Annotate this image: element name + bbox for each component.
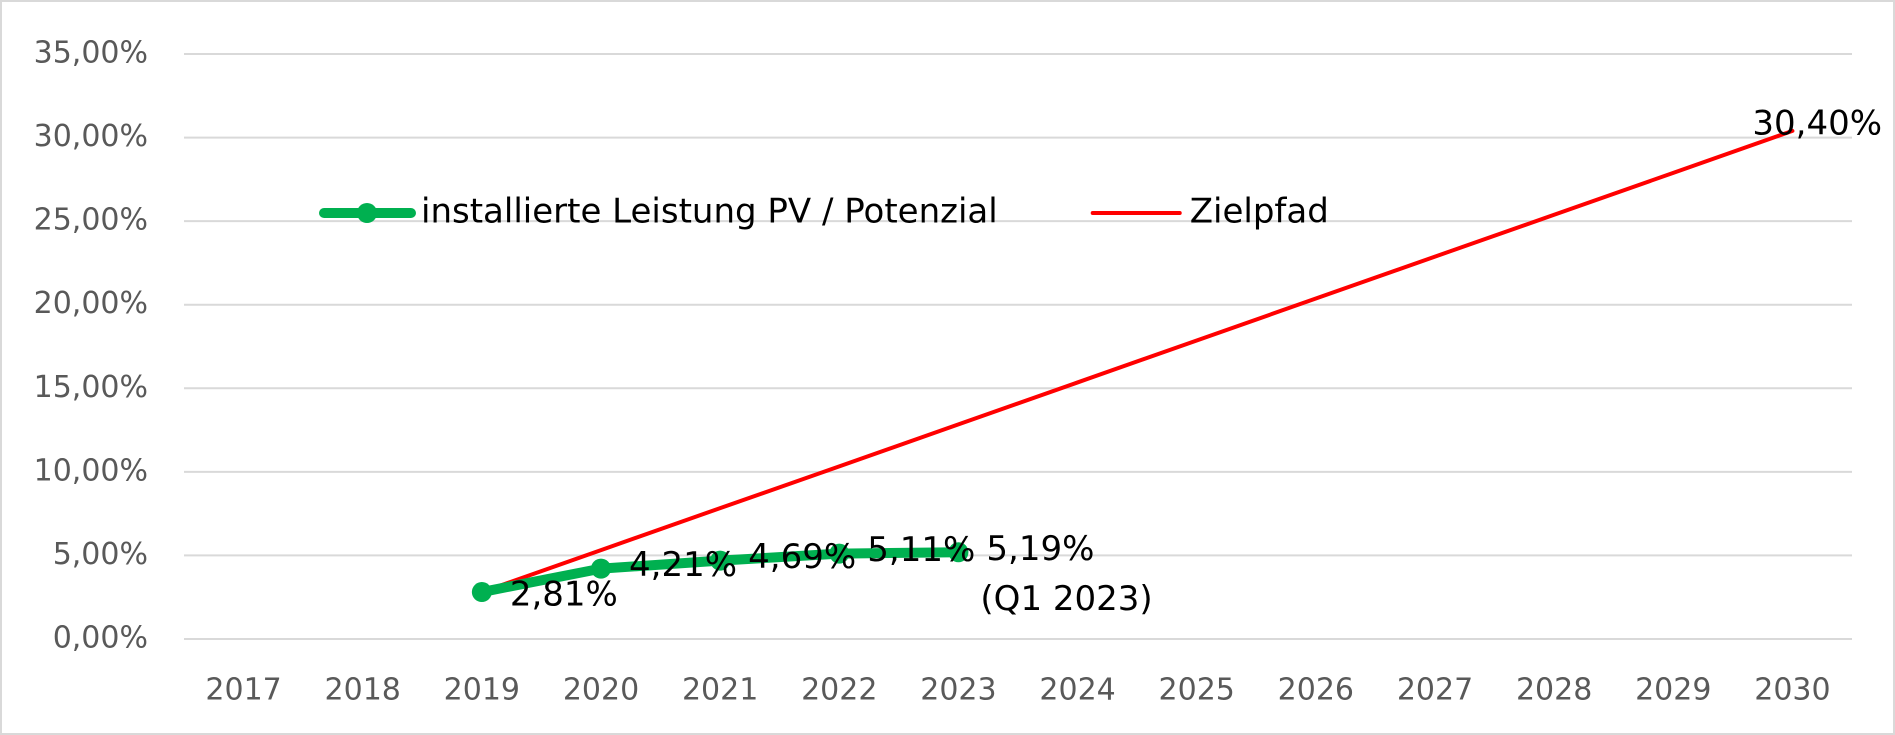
y-tick-label: 30,00% bbox=[34, 119, 148, 154]
data-label: 30,40% bbox=[1752, 103, 1882, 143]
x-tick-label: 2018 bbox=[325, 673, 401, 708]
y-tick-label: 0,00% bbox=[53, 621, 148, 656]
x-tick-label: 2030 bbox=[1754, 673, 1830, 708]
marker bbox=[591, 558, 611, 579]
x-tick-label: 2026 bbox=[1278, 673, 1354, 708]
annotation: (Q1 2023) bbox=[980, 579, 1152, 619]
x-tick-label: 2017 bbox=[205, 673, 281, 708]
data-label: 5,19% bbox=[986, 529, 1094, 569]
x-tick-label: 2025 bbox=[1159, 673, 1235, 708]
x-tick-label: 2029 bbox=[1635, 673, 1711, 708]
x-tick-label: 2020 bbox=[563, 673, 639, 708]
y-tick-label: 5,00% bbox=[53, 537, 148, 572]
x-tick-label: 2019 bbox=[444, 673, 520, 708]
data-label: 4,21% bbox=[629, 545, 737, 585]
y-tick-label: 20,00% bbox=[34, 286, 148, 321]
legend-label: Zielpfad bbox=[1190, 192, 1329, 232]
x-tick-label: 2023 bbox=[920, 673, 996, 708]
y-tick-label: 35,00% bbox=[34, 36, 148, 71]
data-label: 2,81% bbox=[510, 575, 618, 615]
data-label: 5,11% bbox=[867, 530, 975, 570]
x-tick-label: 2021 bbox=[682, 673, 758, 708]
x-tick-label: 2028 bbox=[1516, 673, 1592, 708]
marker bbox=[710, 550, 731, 571]
series-line bbox=[479, 128, 1795, 595]
y-tick-label: 25,00% bbox=[34, 203, 148, 238]
legend-label: installierte Leistung PV / Potenzial bbox=[421, 192, 998, 232]
data-label: 4,69% bbox=[748, 537, 856, 577]
y-tick-label: 10,00% bbox=[34, 453, 148, 488]
y-tick-label: 15,00% bbox=[34, 370, 148, 405]
marker bbox=[471, 582, 492, 603]
x-tick-label: 2027 bbox=[1397, 673, 1473, 708]
x-tick-label: 2022 bbox=[801, 673, 877, 708]
legend-marker bbox=[357, 203, 377, 223]
marker bbox=[948, 542, 969, 563]
marker bbox=[829, 543, 850, 564]
x-tick-label: 2024 bbox=[1039, 673, 1115, 708]
